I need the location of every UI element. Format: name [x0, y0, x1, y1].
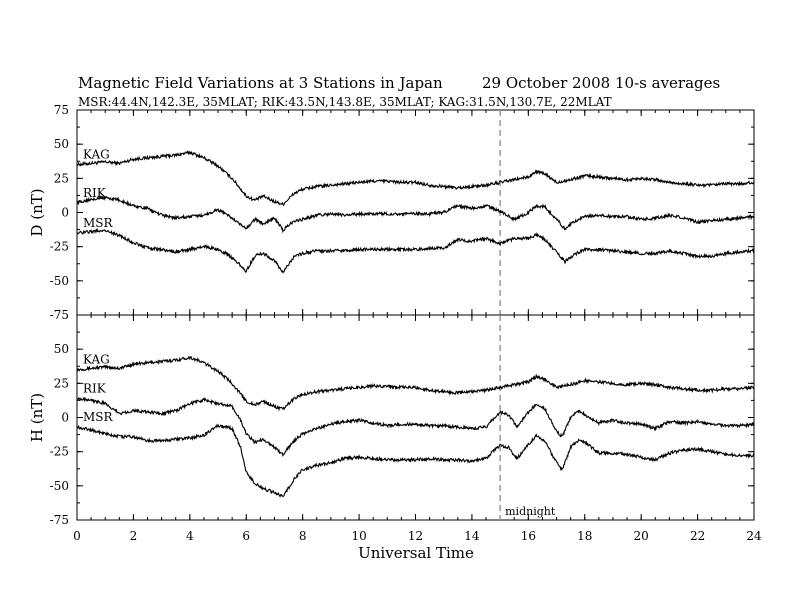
- y-tick-label: 0: [61, 206, 69, 220]
- panel-d: -75 -50 -25 0 25 50 75 D (nT) KAG RIK MSR: [28, 103, 755, 322]
- x-tick-label: 22: [690, 529, 705, 543]
- series-label-rik: RIK: [83, 186, 107, 200]
- y-tick-label: -50: [50, 274, 69, 288]
- y-tick-label: -75: [50, 308, 69, 322]
- y-tick-label: 25: [54, 171, 69, 185]
- y-tick-label: 75: [54, 103, 69, 117]
- series-label-kag: KAG: [83, 353, 110, 367]
- x-tick-label: 0: [73, 529, 81, 543]
- y-axis-label: D (nT): [28, 188, 46, 236]
- chart-stations: MSR:44.4N,142.3E, 35MLAT; RIK:43.5N,143.…: [78, 95, 612, 109]
- series-line-rik: [76, 396, 755, 457]
- x-tick-label: 10: [351, 529, 366, 543]
- y-tick-label: -25: [50, 240, 69, 254]
- x-tick-label: 8: [299, 529, 307, 543]
- y-axis-label: H (nT): [28, 393, 46, 442]
- series-label-msr: MSR: [83, 216, 114, 230]
- x-tick-label: 4: [186, 529, 194, 543]
- plot-area: -75 -50 -25 0 25 50 75 D (nT) KAG RIK MSR -75 -50 -25…: [28, 103, 762, 543]
- midnight-annotation: midnight: [505, 505, 556, 518]
- y-tick-label: -25: [50, 445, 69, 459]
- x-tick-label: 12: [408, 529, 423, 543]
- series-line-kag: [76, 355, 755, 412]
- chart-averages: 10-s averages: [615, 74, 720, 92]
- x-axis-label: Universal Time: [358, 544, 474, 562]
- x-tick-label: 18: [577, 529, 592, 543]
- series-line-kag: [76, 150, 755, 207]
- x-tick-label: 6: [242, 529, 250, 543]
- chart-title: Magnetic Field Variations at 3 Stations …: [78, 74, 443, 92]
- y-tick-label: 25: [54, 376, 69, 390]
- series-label-kag: KAG: [83, 148, 110, 162]
- panel-h: -75 -50 -25 0 25 50 H (nT) KAG RIK MSR: [28, 314, 755, 527]
- panel-frame: [76, 109, 755, 316]
- series-line-msr: [76, 228, 755, 274]
- x-tick-label: 2: [130, 529, 138, 543]
- x-tick-label: 24: [746, 529, 762, 543]
- x-tick-label: 20: [634, 529, 649, 543]
- series-line-msr: [76, 423, 755, 498]
- chart-date: 29 October 2008: [482, 74, 610, 92]
- x-tick-label: 16: [521, 529, 536, 543]
- y-tick-label: -75: [50, 513, 69, 527]
- y-tick-label: 50: [54, 342, 69, 356]
- y-tick-label: -50: [50, 479, 69, 493]
- x-tick-label: 14: [464, 529, 480, 543]
- y-tick-label: 0: [61, 411, 69, 425]
- y-tick-label: 50: [54, 137, 69, 151]
- series-line-rik: [76, 194, 755, 234]
- series-label-rik: RIK: [83, 381, 107, 395]
- series-label-msr: MSR: [83, 410, 114, 424]
- panel-frame: [76, 314, 755, 521]
